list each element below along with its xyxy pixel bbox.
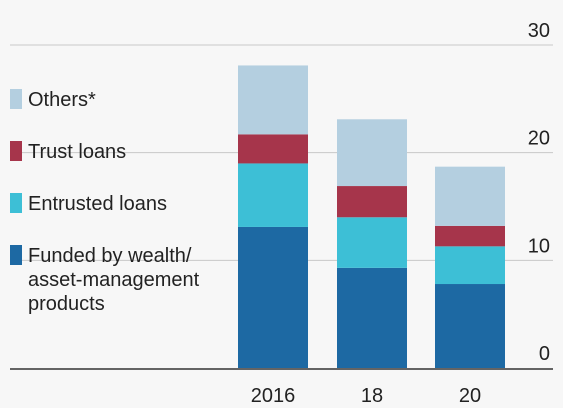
y-tick-label: 20 [528,128,550,150]
legend-swatch [10,245,22,265]
bar-segment [337,217,407,268]
bar-segment [238,65,308,135]
legend-swatch [10,141,22,161]
y-tick-label: 0 [539,343,550,365]
bar-segment [238,163,308,227]
legend-label: Others* [28,89,96,111]
bar-segment [337,119,407,187]
legend-label: Funded by wealth/ asset-management produ… [28,245,200,315]
x-tick-label: 20 [459,385,481,407]
bar-segment [337,267,407,368]
legend-item: Trust loans [10,140,230,164]
x-tick-label: 2016 [251,385,296,407]
y-tick-label: 30 [528,20,550,42]
legend-label: Entrusted loans [28,193,167,215]
bar-segment [435,246,505,285]
legend-item: Others* [10,88,230,112]
bar-segment [435,225,505,247]
legend-swatch [10,193,22,213]
bar-segment [435,284,505,368]
bar-segment [238,226,308,368]
x-tick-label: 18 [361,385,383,407]
y-tick-label: 10 [528,235,550,257]
bar-segment [435,166,505,226]
legend-item: Entrusted loans [10,192,230,216]
bar-segment [337,186,407,218]
legend: Others* Trust loans Entrusted loans Funded … [10,88,230,344]
legend-swatch [10,89,22,109]
legend-item: Funded by wealth/ asset-management produ… [10,244,230,316]
legend-label: Trust loans [28,141,127,163]
bar-segment [238,134,308,164]
